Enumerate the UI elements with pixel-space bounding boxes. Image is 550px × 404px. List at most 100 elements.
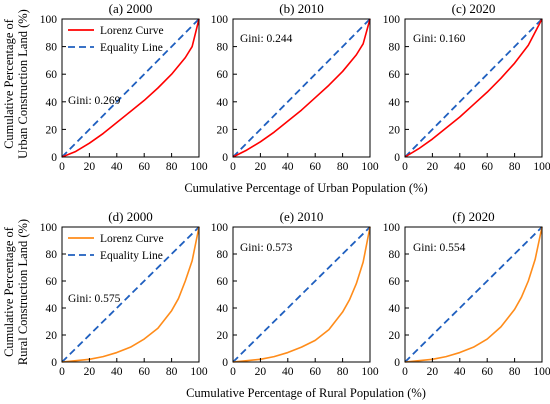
y-tick-label: 0	[222, 152, 228, 164]
x-tick-label: 80	[509, 161, 521, 173]
equality-line	[404, 226, 543, 363]
top-x-axis-label: Cumulative Percentage of Urban Populatio…	[184, 181, 427, 195]
y-tick-label: 20	[46, 330, 58, 342]
y-tick-label: 100	[383, 222, 401, 234]
x-tick-label: 100	[361, 366, 379, 378]
x-tick-label: 100	[190, 161, 208, 173]
x-tick-label: 80	[337, 161, 349, 173]
y-tick-label: 60	[217, 276, 229, 288]
gini-label: Gini: 0.160	[413, 33, 466, 45]
gini-label: Gini: 0.575	[68, 293, 121, 305]
equality-line	[232, 226, 371, 363]
x-tick-label: 0	[402, 366, 408, 378]
plot-frame	[61, 226, 200, 363]
x-tick-label: 80	[166, 161, 178, 173]
plot-frame	[61, 18, 200, 158]
x-tick-label: 40	[111, 161, 123, 173]
panel-title: (e) 2010	[280, 209, 324, 224]
legend-equality-label: Equality Line	[100, 250, 163, 262]
x-tick-label: 0	[230, 161, 236, 173]
bottom-y-axis-label-line2: Rural Construction Land (%)	[16, 219, 30, 365]
x-tick-label: 60	[309, 366, 321, 378]
plot-frame	[404, 226, 543, 363]
plot-frame	[232, 226, 371, 363]
panel-5: (f) 2020 0 20 40 60 80 100 0 20 40 60 80 100 Gini: 0.…	[383, 209, 550, 378]
top-y-axis-label-line2: Urban Construction Land (%)	[16, 9, 30, 159]
y-tick-label: 80	[389, 249, 401, 261]
x-tick-label: 40	[111, 366, 123, 378]
legend-lorenz-label: Lorenz Curve	[100, 25, 164, 37]
x-tick-label: 60	[138, 366, 150, 378]
y-tick-label: 20	[389, 330, 401, 342]
panel-title: (a) 2000	[109, 1, 153, 16]
gini-label: Gini: 0.554	[413, 242, 466, 254]
x-tick-label: 20	[427, 161, 439, 173]
y-tick-label: 40	[217, 97, 229, 109]
x-tick-label: 60	[309, 161, 321, 173]
x-tick-label: 20	[255, 366, 267, 378]
plot-frame	[404, 18, 543, 158]
x-tick-label: 100	[361, 161, 379, 173]
y-tick-label: 20	[217, 330, 229, 342]
y-tick-label: 0	[51, 152, 57, 164]
x-tick-label: 0	[230, 366, 236, 378]
y-tick-label: 60	[389, 69, 401, 81]
x-tick-label: 20	[84, 161, 96, 173]
y-tick-label: 0	[394, 357, 400, 369]
x-tick-label: 60	[481, 366, 493, 378]
y-tick-label: 40	[217, 303, 229, 315]
lorenz-curve	[404, 18, 543, 158]
x-tick-label: 40	[454, 161, 466, 173]
gini-label: Gini: 0.573	[240, 242, 293, 254]
y-tick-label: 0	[394, 152, 400, 164]
x-tick-label: 80	[166, 366, 178, 378]
y-tick-label: 20	[389, 124, 401, 136]
x-tick-label: 0	[402, 161, 408, 173]
bottom-y-axis-label-line1: Cumulative Percentage of	[2, 226, 16, 357]
top-y-axis-label: Cumulative Percentage of Urban Construct…	[2, 9, 30, 159]
x-tick-label: 80	[337, 366, 349, 378]
y-tick-label: 40	[389, 97, 401, 109]
y-tick-label: 0	[51, 357, 57, 369]
x-tick-label: 20	[255, 161, 267, 173]
x-tick-label: 60	[138, 161, 150, 173]
gini-label: Gini: 0.269	[68, 95, 121, 107]
x-tick-label: 100	[533, 161, 550, 173]
y-tick-label: 0	[222, 357, 228, 369]
panel-2: (c) 2020 0 20 40 60 80 100 0 20 40 60 80 100 Gini: 0.…	[383, 1, 550, 173]
x-tick-label: 40	[454, 366, 466, 378]
bottom-x-axis-label: Cumulative Percentage of Rural Populatio…	[186, 386, 426, 400]
y-tick-label: 100	[383, 14, 401, 26]
x-tick-label: 0	[59, 161, 65, 173]
y-tick-label: 60	[389, 276, 401, 288]
equality-line	[61, 226, 200, 363]
legend-lorenz-label: Lorenz Curve	[100, 233, 164, 245]
panel-title: (f) 2020	[452, 209, 494, 224]
legend: Lorenz Curve Equality Line	[68, 233, 164, 262]
x-tick-label: 0	[59, 366, 65, 378]
panel-title: (d) 2000	[108, 209, 152, 224]
y-tick-label: 80	[46, 42, 58, 54]
y-tick-label: 60	[46, 276, 58, 288]
panel-title: (b) 2010	[279, 1, 323, 16]
x-tick-label: 100	[190, 366, 208, 378]
panels-group: (a) 2000 0 20 40 60 80 100 0 20 40 60 80 100 Lorenz C…	[40, 1, 550, 378]
top-y-axis-label-line1: Cumulative Percentage of	[2, 18, 16, 149]
x-tick-label: 60	[481, 161, 493, 173]
y-tick-label: 100	[40, 14, 58, 26]
x-tick-label: 20	[84, 366, 96, 378]
legend-equality-label: Equality Line	[100, 42, 163, 54]
y-tick-label: 80	[217, 42, 229, 54]
y-tick-label: 40	[389, 303, 401, 315]
lorenz-curve	[61, 18, 200, 158]
panel-1: (b) 2010 0 20 40 60 80 100 0 20 40 60 80 100 Gini: 0.…	[211, 1, 379, 173]
y-tick-label: 100	[211, 222, 229, 234]
panel-3: (d) 2000 0 20 40 60 80 100 0 20 40 60 80 100 Lorenz C…	[40, 209, 208, 378]
y-tick-label: 60	[217, 69, 229, 81]
x-tick-label: 40	[282, 161, 294, 173]
legend: Lorenz Curve Equality Line	[68, 25, 164, 54]
plot-frame	[232, 18, 371, 158]
lorenz-curve	[232, 18, 371, 158]
y-tick-label: 100	[211, 14, 229, 26]
